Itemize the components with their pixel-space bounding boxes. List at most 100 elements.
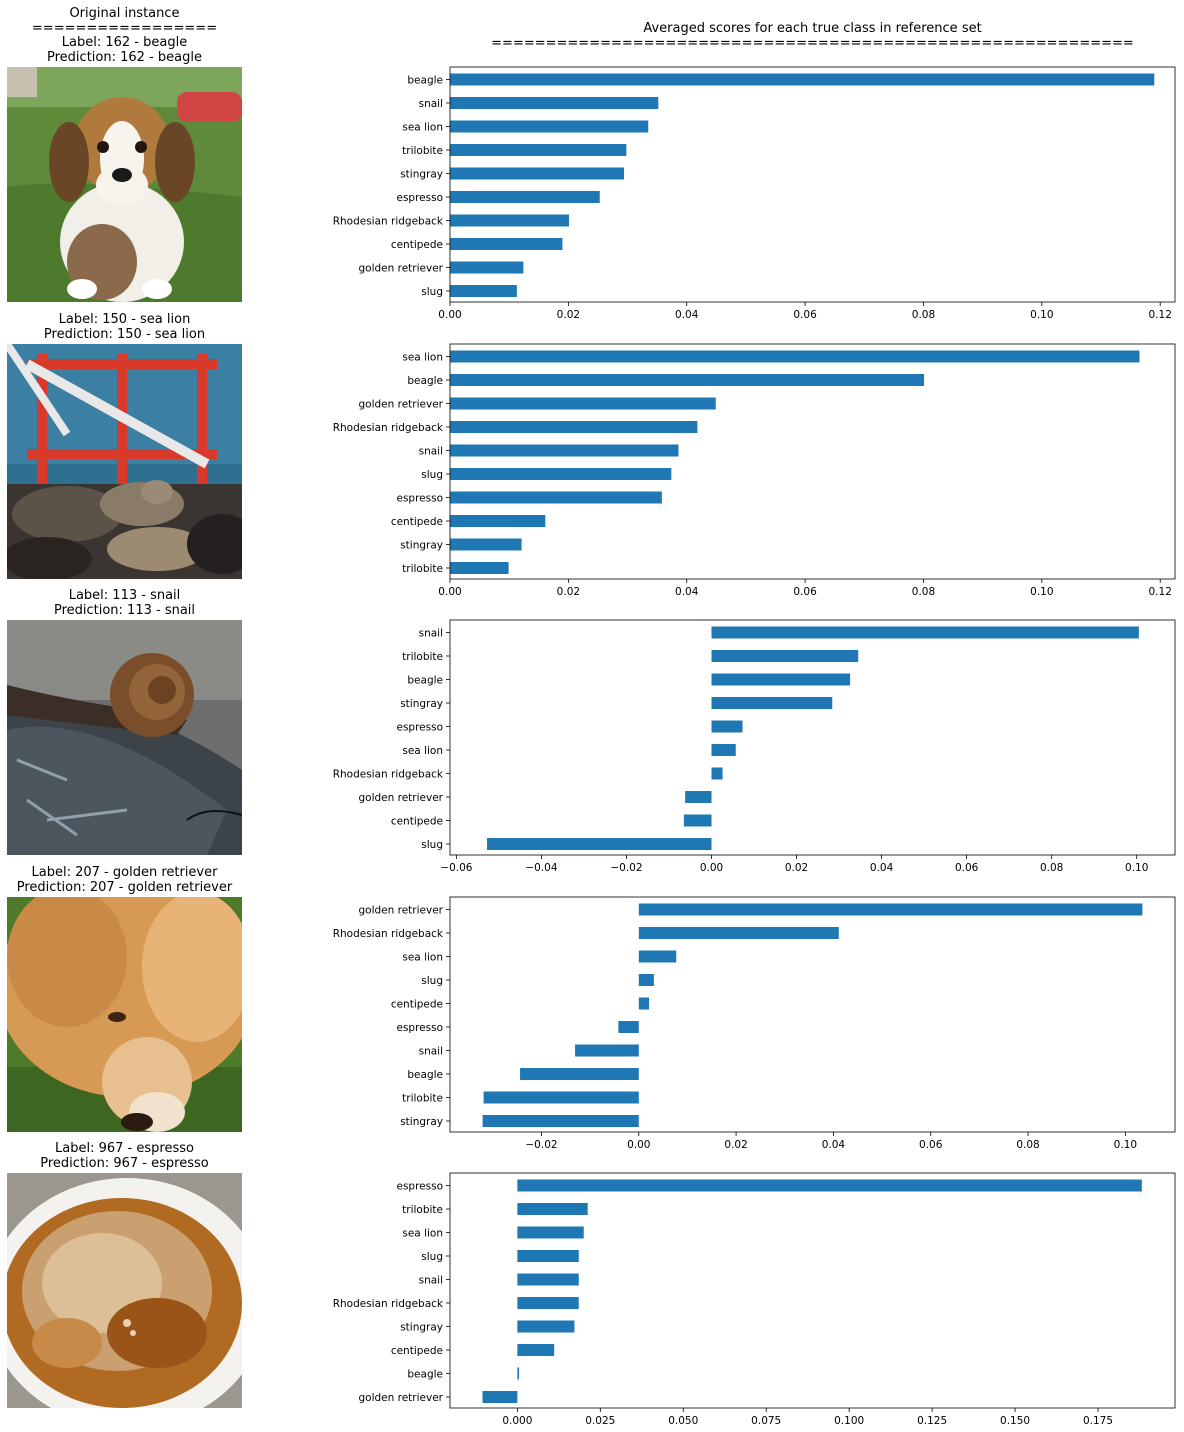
bar-slug	[486, 838, 712, 850]
sea-lions-on-buoy-photo	[7, 344, 242, 579]
category-label: trilobite	[402, 1093, 443, 1105]
x-tick-label: −0.04	[525, 862, 557, 874]
x-tick-label: 0.125	[917, 1415, 947, 1427]
category-label: espresso	[396, 1022, 443, 1034]
plot-frame	[449, 619, 1176, 856]
x-tick-label: −0.02	[525, 1139, 557, 1151]
bar-slug	[517, 1250, 579, 1262]
category-label: centipede	[391, 239, 443, 251]
instance-label-2: Label: 113 - snail	[68, 588, 181, 603]
category-label: beagle	[407, 675, 443, 687]
bar-chart-snail: snail trilobite beagle stingray espresso sea …	[333, 619, 1176, 874]
category-label: slug	[421, 286, 443, 298]
x-tick-label: 0.100	[834, 1415, 864, 1427]
category-label: espresso	[396, 1181, 443, 1193]
bar-beagle	[450, 73, 1155, 86]
x-tick-label: 0.08	[912, 586, 935, 598]
bar-sea-lion	[517, 1226, 584, 1239]
bar-chart-golden-retriever: golden retriever Rhodesian ridgeback sea l…	[333, 896, 1176, 1151]
bar-espresso	[517, 1179, 1142, 1192]
bar-rhodesian-ridgeback	[450, 421, 698, 433]
category-label: sea lion	[402, 1228, 443, 1240]
bar-sea-lion	[450, 350, 1140, 363]
bar-stingray	[517, 1320, 575, 1333]
x-tick-label: 0.04	[675, 586, 699, 598]
category-label: Rhodesian ridgeback	[333, 928, 444, 940]
x-tick-label: 0.08	[912, 309, 935, 321]
x-tick-label: 0.08	[1016, 1139, 1039, 1151]
x-tick-label: 0.06	[793, 309, 817, 321]
x-tick-label: 0.12	[1149, 309, 1172, 321]
x-tick-label: −0.02	[610, 862, 642, 874]
x-tick-label: 0.04	[870, 862, 894, 874]
category-label: slug	[421, 1251, 443, 1263]
instance-prediction-2: Prediction: 113 - snail	[53, 603, 196, 618]
category-label: slug	[421, 469, 443, 481]
category-label: beagle	[407, 1069, 443, 1081]
plot-frame	[449, 66, 1176, 303]
x-tick-label: 0.00	[438, 309, 461, 321]
bar-stingray	[711, 697, 833, 709]
category-label: stingray	[400, 1116, 443, 1128]
bar-rhodesian-ridgeback	[517, 1297, 579, 1309]
bar-centipede	[517, 1344, 555, 1356]
x-tick-label: 0.06	[793, 586, 817, 598]
x-tick-label: 0.04	[822, 1139, 846, 1151]
right-column-rule: ========================================…	[491, 36, 1134, 51]
bar-centipede	[450, 238, 563, 250]
bar-sea-lion	[638, 950, 677, 963]
x-tick-label: 0.075	[751, 1415, 781, 1427]
category-label: stingray	[400, 1322, 443, 1334]
espresso-cup-photo	[7, 1173, 242, 1408]
category-label: espresso	[396, 192, 443, 204]
bar-stingray	[482, 1115, 639, 1127]
x-tick-label: 0.00	[700, 862, 723, 874]
bar-beagle	[711, 673, 851, 686]
category-label: snail	[419, 98, 443, 110]
bar-trilobite	[517, 1203, 588, 1215]
bar-trilobite	[450, 144, 627, 156]
bar-golden-retriever	[638, 903, 1143, 916]
snail-photo	[7, 620, 242, 855]
bar-trilobite	[711, 650, 859, 662]
category-label: trilobite	[402, 563, 443, 575]
plot-frame	[449, 1172, 1176, 1409]
instance-label-4: Label: 967 - espresso	[55, 1141, 194, 1156]
bar-chart-espresso: espresso trilobite sea lion slug snail Rhodes…	[333, 1172, 1176, 1427]
x-tick-label: 0.10	[1114, 1139, 1137, 1151]
x-tick-label: 0.050	[668, 1415, 698, 1427]
category-label: sea lion	[402, 352, 443, 364]
x-tick-label: 0.02	[724, 1139, 747, 1151]
bar-espresso	[450, 491, 662, 504]
instance-prediction-3: Prediction: 207 - golden retriever	[16, 880, 233, 895]
category-label: espresso	[396, 493, 443, 505]
x-tick-label: 0.02	[557, 586, 580, 598]
bar-golden-retriever	[685, 791, 712, 803]
bar-golden-retriever	[450, 397, 716, 410]
bar-snail	[575, 1044, 639, 1057]
category-label: trilobite	[402, 1204, 443, 1216]
bar-slug	[450, 468, 672, 480]
bar-centipede	[683, 814, 712, 827]
instance-label-3: Label: 207 - golden retriever	[31, 865, 218, 880]
category-label: trilobite	[402, 651, 443, 663]
x-tick-label: 0.10	[1030, 586, 1053, 598]
category-label: snail	[419, 1046, 443, 1058]
plot-frame	[449, 896, 1176, 1133]
x-tick-label: 0.000	[502, 1415, 532, 1427]
bar-beagle	[520, 1068, 639, 1080]
bar-snail	[517, 1273, 579, 1286]
x-tick-label: 0.025	[585, 1415, 615, 1427]
category-label: beagle	[407, 75, 443, 87]
x-tick-label: 0.04	[675, 309, 699, 321]
left-column-rule: =================	[31, 21, 218, 36]
category-label: centipede	[391, 1345, 443, 1357]
x-tick-label: 0.02	[785, 862, 808, 874]
category-label: golden retriever	[359, 905, 444, 917]
x-tick-label: 0.02	[557, 309, 580, 321]
x-tick-label: 0.10	[1030, 309, 1053, 321]
right-column-title: Averaged scores for each true class in r…	[643, 21, 982, 36]
category-label: sea lion	[402, 952, 443, 964]
bar-golden-retriever	[450, 261, 524, 274]
